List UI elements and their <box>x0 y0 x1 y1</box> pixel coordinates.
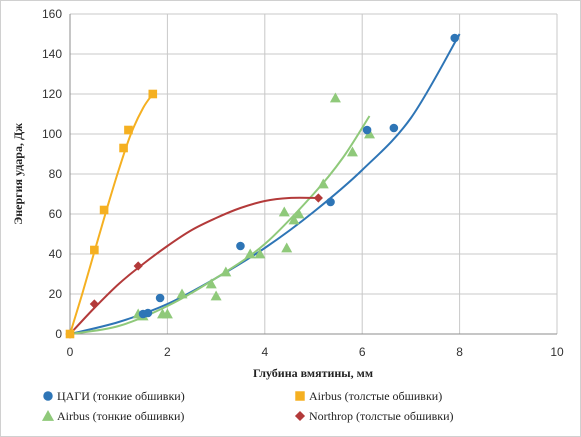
point-airbus-thin <box>288 214 300 225</box>
data-points <box>65 33 460 339</box>
x-tick-label: 6 <box>359 345 366 359</box>
point-airbus-thin <box>161 308 173 319</box>
y-tick-label: 60 <box>49 207 63 221</box>
y-tick-label: 120 <box>42 87 62 101</box>
x-tick-label: 2 <box>164 345 171 359</box>
grid <box>69 13 558 335</box>
point-airbus-thick <box>148 89 158 99</box>
y-tick-label: 20 <box>49 287 63 301</box>
y-tick-label: 160 <box>42 7 62 21</box>
point-northrop-thick <box>133 261 143 271</box>
x-tick-label: 4 <box>261 345 268 359</box>
legend: ЦАГИ (тонкие обшивки) Airbus (толстые обш… <box>41 389 454 423</box>
point-airbus-thick <box>90 245 99 255</box>
legend-marker-tsagi-thin <box>43 391 53 401</box>
trend-line-airbus-thin <box>69 115 371 335</box>
point-airbus-thin <box>220 266 232 277</box>
point-tsagi-thin <box>450 33 460 43</box>
trend-line-airbus-thick <box>69 93 154 335</box>
y-tick-label: 140 <box>42 47 62 61</box>
point-airbus-thin <box>293 208 305 219</box>
legend-label-airbus-thin: Airbus (тонкие обшивки) <box>57 409 184 423</box>
point-airbus-thick <box>119 143 128 153</box>
y-tick-label: 40 <box>49 247 63 261</box>
point-northrop-thick <box>89 299 99 309</box>
y-tick-labels: 0 20 40 60 80 100 120 140 160 <box>42 7 62 341</box>
x-tick-labels: 0 2 4 6 8 10 <box>67 345 564 359</box>
point-airbus-thin <box>278 206 290 217</box>
y-tick-label: 80 <box>49 167 63 181</box>
y-tick-label: 100 <box>42 127 62 141</box>
point-airbus-thick <box>124 125 133 135</box>
point-tsagi-thin <box>362 125 372 135</box>
y-axis-title: Энергия удара, Дж <box>11 123 25 225</box>
point-airbus-thin <box>244 248 256 259</box>
point-airbus-thin <box>281 242 293 253</box>
x-tick-label: 8 <box>456 345 463 359</box>
legend-marker-northrop-thick <box>294 410 306 422</box>
x-tick-label: 10 <box>550 345 564 359</box>
point-airbus-thin <box>329 92 341 103</box>
point-airbus-thin <box>176 288 188 299</box>
y-tick-label: 0 <box>55 327 62 341</box>
x-axis-title: Глубина вмятины, мм <box>253 366 373 380</box>
point-airbus-thin <box>254 248 266 259</box>
point-airbus-thin <box>317 178 329 189</box>
point-tsagi-thin <box>326 197 335 207</box>
point-airbus-thin <box>205 278 217 289</box>
point-northrop-thick <box>313 193 323 203</box>
point-airbus-thin <box>346 146 358 157</box>
point-airbus-thick <box>99 205 109 215</box>
x-tick-label: 0 <box>67 345 74 359</box>
point-airbus-thin <box>210 290 222 301</box>
point-tsagi-thin <box>155 293 165 303</box>
legend-marker-airbus-thick <box>295 391 305 401</box>
legend-label-tsagi-thin: ЦАГИ (тонкие обшивки) <box>57 389 185 403</box>
trend-line-northrop-thick <box>69 196 319 335</box>
legend-label-airbus-thick: Airbus (толстые обшивки) <box>309 389 442 403</box>
point-tsagi-thin <box>236 241 245 251</box>
point-airbus-thick <box>65 329 75 339</box>
point-tsagi-thin <box>143 308 153 318</box>
legend-label-northrop-thick: Northrop (толстые обшивки) <box>309 409 454 423</box>
legend-marker-airbus-thin <box>41 409 55 421</box>
point-tsagi-thin <box>389 123 399 133</box>
